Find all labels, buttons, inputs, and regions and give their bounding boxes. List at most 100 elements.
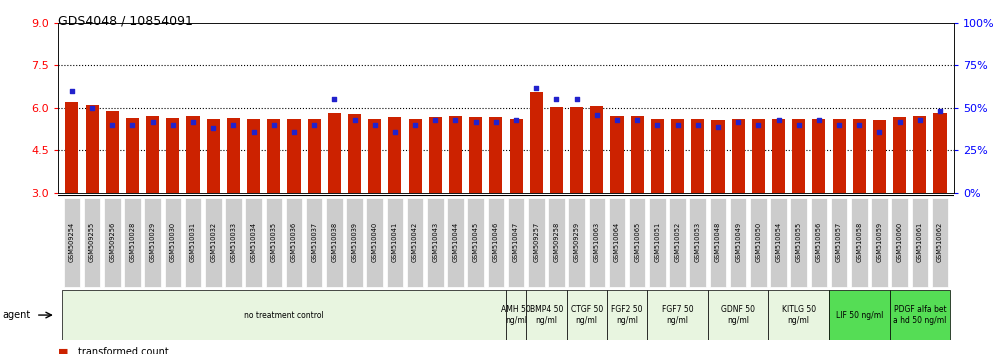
Text: GSM510061: GSM510061 [917,222,923,262]
Bar [125,118,139,193]
Bar [247,119,260,193]
FancyBboxPatch shape [406,199,423,287]
FancyBboxPatch shape [306,199,323,287]
Text: GSM510039: GSM510039 [352,222,358,262]
FancyBboxPatch shape [889,290,950,340]
Point [185,119,201,124]
FancyBboxPatch shape [447,199,464,287]
Text: GSM510043: GSM510043 [432,222,438,262]
FancyBboxPatch shape [184,199,201,287]
Text: GSM510037: GSM510037 [311,222,317,262]
FancyBboxPatch shape [589,199,606,287]
Point [852,122,868,128]
Bar [288,119,301,193]
Point [407,122,423,128]
Bar [206,119,220,193]
Point [367,122,382,128]
Bar [388,117,401,193]
FancyBboxPatch shape [770,199,787,287]
Text: GDS4048 / 10854091: GDS4048 / 10854091 [58,14,192,27]
Bar [913,116,926,193]
Point [569,97,585,102]
Text: CTGF 50
ng/ml: CTGF 50 ng/ml [571,306,603,325]
Bar [469,117,482,193]
Text: GSM509257: GSM509257 [533,222,539,262]
Bar [510,119,523,193]
FancyBboxPatch shape [286,199,302,287]
FancyBboxPatch shape [124,199,140,287]
FancyBboxPatch shape [710,199,726,287]
Text: KITLG 50
ng/ml: KITLG 50 ng/ml [782,306,816,325]
FancyBboxPatch shape [708,290,769,340]
FancyBboxPatch shape [669,199,686,287]
Bar [186,116,199,193]
Text: GSM510033: GSM510033 [230,222,236,262]
Bar [933,113,946,193]
Text: GSM510042: GSM510042 [412,222,418,262]
FancyBboxPatch shape [84,199,101,287]
Text: GSM509255: GSM509255 [89,222,95,262]
Text: no treatment control: no treatment control [244,310,324,320]
Point [387,129,403,135]
FancyBboxPatch shape [891,199,908,287]
Text: GSM510049: GSM510049 [735,222,741,262]
Point [447,117,463,123]
Text: FGF7 50
ng/ml: FGF7 50 ng/ml [661,306,693,325]
Point [468,119,484,124]
Point [609,117,624,123]
Text: GSM510035: GSM510035 [271,222,277,262]
Bar [853,119,866,193]
Text: GSM510054: GSM510054 [776,222,782,262]
Point [225,122,241,128]
FancyBboxPatch shape [245,199,262,287]
Text: GSM510036: GSM510036 [291,222,297,262]
Bar [630,116,643,193]
FancyBboxPatch shape [649,199,665,287]
Text: PDGF alfa bet
a hd 50 ng/ml: PDGF alfa bet a hd 50 ng/ml [893,306,946,325]
Text: AMH 50
ng/ml: AMH 50 ng/ml [501,306,531,325]
Bar [530,92,543,193]
Point [811,117,827,123]
Text: GSM509259: GSM509259 [574,222,580,262]
Text: GSM510058: GSM510058 [857,222,863,262]
Bar [650,119,664,193]
FancyBboxPatch shape [225,199,242,287]
Text: GSM510062: GSM510062 [937,222,943,262]
Point [84,105,100,111]
Text: GSM510029: GSM510029 [149,222,155,262]
Point [528,85,544,90]
Point [124,122,140,128]
Text: GSM510050: GSM510050 [755,222,761,262]
Point [327,97,343,102]
FancyBboxPatch shape [508,199,524,287]
FancyBboxPatch shape [144,199,161,287]
Point [144,119,160,124]
Point [205,126,221,131]
Point [105,122,121,128]
Point [306,122,322,128]
Point [750,122,766,128]
FancyBboxPatch shape [628,199,645,287]
Text: GSM510055: GSM510055 [796,222,802,262]
Point [791,122,807,128]
FancyBboxPatch shape [569,199,585,287]
Bar [711,120,724,193]
Bar [591,106,604,193]
FancyBboxPatch shape [347,199,363,287]
Bar [66,102,79,193]
Text: GSM510060: GSM510060 [896,222,902,262]
FancyBboxPatch shape [730,199,746,287]
Text: transformed count: transformed count [78,347,168,354]
Point [669,122,685,128]
Point [427,117,443,123]
Text: GSM510030: GSM510030 [170,222,176,262]
Point [872,129,887,135]
FancyBboxPatch shape [528,199,545,287]
Bar [893,117,906,193]
FancyBboxPatch shape [467,199,484,287]
Point [266,122,282,128]
Bar [550,107,563,193]
Text: GSM510038: GSM510038 [332,222,338,262]
Point [64,88,80,94]
Bar [813,119,826,193]
